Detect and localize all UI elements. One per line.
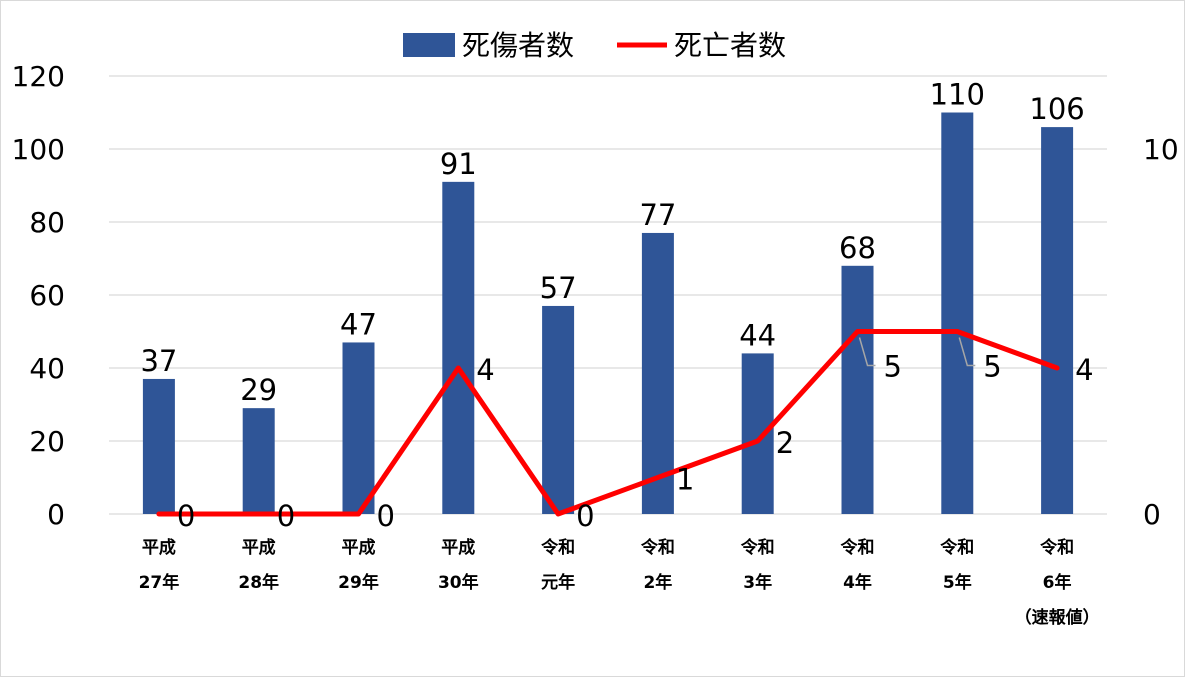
left-y-tick-label: 80 [29,206,65,239]
bar-1 [142,378,175,514]
bar-10 [1041,127,1074,514]
left-y-tick-label: 60 [29,279,65,312]
line-value-label: 4 [1075,353,1093,387]
bar-value-label: 77 [639,198,676,232]
x-category-label: 平成 [441,537,475,558]
x-category-label: 5年 [943,572,972,593]
bar-value-label: 57 [540,271,577,305]
left-y-tick-label: 0 [47,498,65,531]
bar-value-label: 110 [930,78,985,112]
bar-value-label: 91 [440,147,477,181]
bar-6 [641,232,674,514]
x-category-label: 3年 [743,572,772,593]
gridlines [109,75,1107,515]
x-category-label: （速報値） [1015,607,1100,628]
line-value-label: 5 [884,350,902,384]
bar-value-label: 29 [240,373,277,407]
line-value-label: 4 [476,353,494,387]
legend: 死傷者数 死亡者数 [403,29,786,62]
legend-label: 死傷者数 [462,29,574,62]
bar-3 [342,342,375,514]
legend-label: 死亡者数 [674,29,786,62]
x-category-label: 2年 [643,572,672,593]
bar-4 [442,181,475,514]
x-category-label: 令和 [741,537,775,558]
x-category-label: 30年 [438,572,479,593]
line-value-label: 0 [377,499,395,533]
x-category-label: 令和 [841,537,875,558]
x-category-label: 令和 [940,537,974,558]
x-category-label: 6年 [1043,572,1072,593]
right-y-tick-label: 10 [1143,133,1179,166]
bar-series [142,112,1074,514]
x-category-label: 平成 [142,537,176,558]
bar-7 [741,353,774,514]
bar-value-label: 47 [340,307,377,341]
leader-line [958,337,976,367]
deaths-line [156,329,1060,517]
x-category-label: 平成 [342,537,376,558]
bar-value-label: 68 [839,231,876,265]
left-y-tick-label: 20 [29,425,65,458]
left-y-tick-label: 100 [12,133,65,166]
right-y-axis: 0 10 [1143,133,1179,531]
left-y-tick-label: 120 [12,60,65,93]
left-y-tick-label: 40 [29,352,65,385]
line-value-label: 1 [676,463,694,497]
x-category-label: 4年 [843,572,872,593]
bar-8 [841,265,874,514]
line-value-label: 5 [983,350,1001,384]
x-category-label: 令和 [641,537,675,558]
bar-value-label: 106 [1029,92,1084,126]
bar-value-label: 44 [739,318,776,352]
line-value-label: 0 [277,499,295,533]
bar-5 [542,305,575,514]
line-value-label: 0 [177,499,195,533]
x-category-label: 令和 [541,537,575,558]
line-value-label: 2 [776,426,794,460]
leader-line [858,337,876,367]
x-category-label: 29年 [338,572,379,593]
x-category-label: 27年 [139,572,180,593]
bar-9 [941,112,974,514]
line-value-label: 0 [576,499,594,533]
right-y-tick-label: 0 [1143,498,1161,531]
bar-value-label: 37 [140,344,177,378]
x-category-label: 28年 [238,572,279,593]
bar-2 [242,408,275,514]
left-y-axis: 0 20 40 60 80 100 120 [12,60,65,531]
x-category-label: 元年 [541,572,575,593]
x-category-label: 令和 [1040,537,1074,558]
x-category-label: 平成 [242,537,276,558]
data-labels: 37 29 47 91 57 77 44 68 110 106 0 0 0 4 0 1 2 5 5 4 [140,78,1093,534]
legend-bar-swatch [403,33,455,57]
line-series [156,329,1060,517]
